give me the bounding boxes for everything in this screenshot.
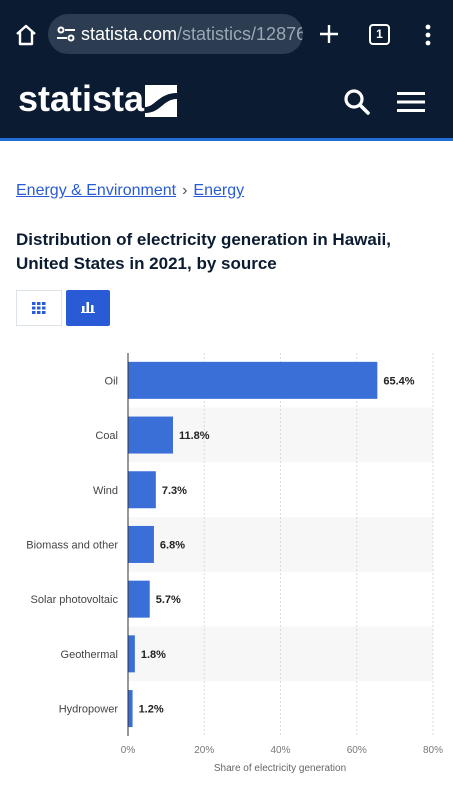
value-label: 6.8% [160,539,185,551]
home-icon[interactable] [13,22,39,48]
category-label: Biomass and other [26,539,118,551]
bar[interactable] [128,471,156,509]
statista-logo[interactable]: statista [18,78,145,119]
category-label: Hydropower [59,704,119,716]
bar[interactable] [128,361,378,399]
x-tick-label: 60% [347,745,367,756]
bar-chart-icon [81,302,95,313]
address-bar[interactable]: statista.com/statistics/12876 [48,14,303,54]
logo-mark-icon[interactable] [145,85,177,117]
x-tick-label: 0% [121,745,136,756]
x-tick-label: 20% [194,745,214,756]
hamburger-icon[interactable] [397,90,425,114]
url-path: /statistics/12876 [177,24,303,44]
page-title: Distribution of electricity generation i… [16,230,392,273]
x-axis-title: Share of electricity generation [214,763,346,774]
search-icon[interactable] [343,88,371,116]
url-text[interactable]: statista.com/statistics/12876 [81,23,303,45]
category-label: Coal [95,430,118,442]
url-host: statista.com [81,24,178,44]
more-vert-icon[interactable] [422,22,434,48]
category-label: Wind [93,485,118,497]
bar-chart: Oil Coal Wind Biomass and other Solar photov… [26,353,443,774]
bar[interactable] [128,580,150,618]
browser-toolbar: statista.com/statistics/12876 1 [0,0,453,68]
category-label: Solar photovoltaic [31,594,119,606]
tabs-icon[interactable]: 1 [369,24,390,45]
plus-icon[interactable] [318,23,340,45]
value-label: 1.2% [139,704,164,716]
chart-view-button[interactable] [66,290,110,326]
bar[interactable] [128,690,133,728]
category-label: Geothermal [61,649,118,661]
table-view-button[interactable] [16,290,62,326]
bar[interactable] [128,416,173,454]
value-label: 7.3% [162,485,187,497]
site-settings-icon[interactable] [56,25,76,43]
bar[interactable] [128,525,154,563]
value-label: 1.8% [141,649,166,661]
x-tick-label: 40% [270,745,290,756]
value-label: 65.4% [383,375,414,387]
category-label: Oil [105,375,118,387]
breadcrumb-separator: › [182,182,188,199]
table-grid-icon [32,302,46,314]
x-tick-label: 80% [423,745,443,756]
bar[interactable] [128,635,135,673]
value-label: 11.8% [179,430,210,442]
value-label: 5.7% [156,594,181,606]
site-header: statista [0,68,453,141]
breadcrumb-energy-environment[interactable]: Energy & Environment [16,182,177,199]
breadcrumb: Energy & Environment › Energy [16,181,244,201]
breadcrumb-energy[interactable]: Energy [193,182,245,199]
